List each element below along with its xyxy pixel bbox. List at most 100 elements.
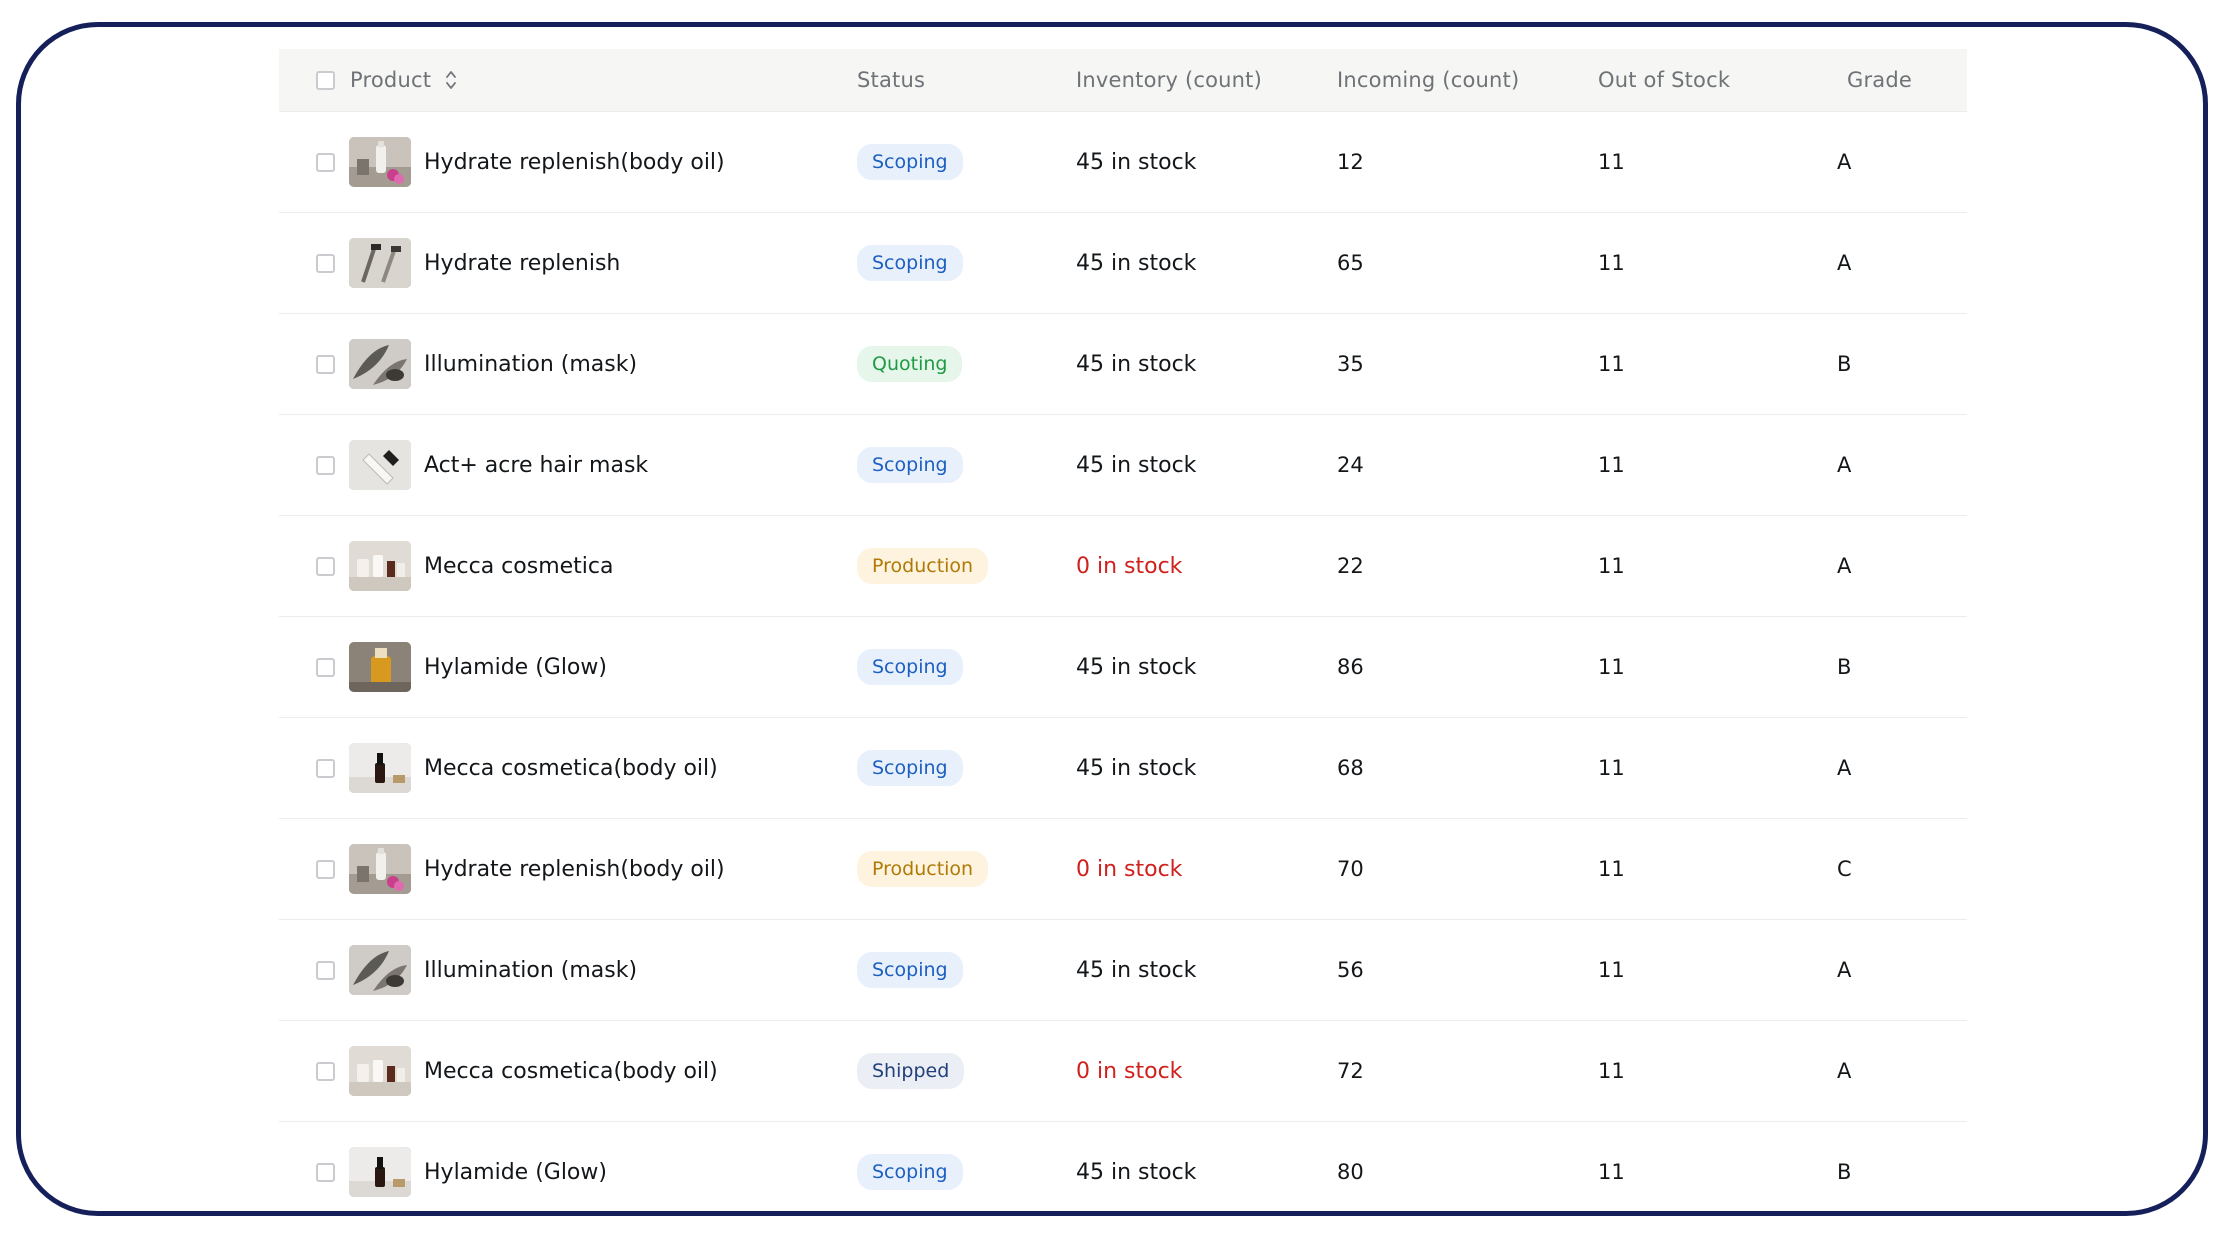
status-cell: Scoping — [857, 112, 963, 212]
row-checkbox[interactable] — [316, 859, 335, 879]
table-row[interactable]: Hylamide (Glow) Scoping 45 in stock 80 1… — [279, 1122, 1967, 1211]
product-thumbnail-cell — [349, 112, 411, 212]
out-of-stock-value: 11 — [1598, 150, 1625, 174]
row-select-cell — [316, 1122, 335, 1211]
column-product-label: Product — [350, 68, 432, 92]
inventory-value: 45 in stock — [1076, 351, 1197, 377]
incoming-value: 72 — [1337, 1059, 1364, 1083]
product-name[interactable]: Mecca cosmetica — [424, 553, 614, 579]
column-incoming[interactable]: Incoming (count) — [1337, 68, 1520, 92]
table-row[interactable]: Illumination (mask) Scoping 45 in stock … — [279, 920, 1967, 1021]
product-name[interactable]: Hydrate replenish — [424, 250, 621, 276]
table-row[interactable]: Hydrate replenish(body oil) Scoping 45 i… — [279, 112, 1967, 213]
row-checkbox[interactable] — [316, 1162, 335, 1182]
incoming-value: 12 — [1337, 150, 1364, 174]
status-cell: Production — [857, 516, 989, 616]
status-badge: Scoping — [857, 245, 963, 281]
inventory-value: 45 in stock — [1076, 957, 1197, 983]
incoming-value: 70 — [1337, 857, 1364, 881]
incoming-value: 68 — [1337, 756, 1364, 780]
product-thumbnail-cell — [349, 819, 411, 919]
status-cell: Shipped — [857, 1021, 965, 1121]
grade-value: A — [1837, 958, 1852, 982]
product-name[interactable]: Hydrate replenish(body oil) — [424, 856, 725, 882]
row-checkbox[interactable] — [316, 1061, 335, 1081]
table-row[interactable]: Mecca cosmetica(body oil) Scoping 45 in … — [279, 718, 1967, 819]
out-of-stock-value: 11 — [1598, 554, 1625, 578]
row-select-cell — [316, 1021, 335, 1121]
status-badge: Scoping — [857, 1154, 963, 1190]
status-badge: Production — [857, 548, 989, 584]
grade-value: B — [1837, 352, 1852, 376]
table-row[interactable]: Act+ acre hair mask Scoping 45 in stock … — [279, 415, 1967, 516]
status-cell: Production — [857, 819, 989, 919]
product-name[interactable]: Act+ acre hair mask — [424, 452, 649, 478]
table-row[interactable]: Hylamide (Glow) Scoping 45 in stock 86 1… — [279, 617, 1967, 718]
row-select-cell — [316, 112, 335, 212]
out-of-stock-value: 11 — [1598, 655, 1625, 679]
product-table: Product Status Inventory (count) Incomin… — [279, 49, 1967, 1211]
out-of-stock-value: 11 — [1598, 352, 1625, 376]
product-thumbnail — [349, 844, 411, 894]
row-select-cell — [316, 718, 335, 818]
product-thumbnail-cell — [349, 415, 411, 515]
sort-icon[interactable] — [445, 69, 457, 91]
table-row[interactable]: Hydrate replenish Scoping 45 in stock 65… — [279, 213, 1967, 314]
table-row[interactable]: Illumination (mask) Quoting 45 in stock … — [279, 314, 1967, 415]
inventory-value: 45 in stock — [1076, 149, 1197, 175]
column-inventory[interactable]: Inventory (count) — [1076, 68, 1263, 92]
table-row[interactable]: Mecca cosmetica Production 0 in stock 22… — [279, 516, 1967, 617]
status-cell: Scoping — [857, 1122, 963, 1211]
status-cell: Scoping — [857, 920, 963, 1020]
app-frame: Product Status Inventory (count) Incomin… — [16, 22, 2208, 1216]
product-thumbnail — [349, 945, 411, 995]
inventory-value: 45 in stock — [1076, 1159, 1197, 1185]
out-of-stock-value: 11 — [1598, 958, 1625, 982]
status-cell: Scoping — [857, 617, 963, 717]
select-all-checkbox[interactable] — [316, 70, 335, 90]
product-thumbnail — [349, 541, 411, 591]
product-name[interactable]: Hylamide (Glow) — [424, 1159, 607, 1185]
row-checkbox[interactable] — [316, 657, 335, 677]
incoming-value: 80 — [1337, 1160, 1364, 1184]
product-name[interactable]: Mecca cosmetica(body oil) — [424, 1058, 718, 1084]
column-out-of-stock[interactable]: Out of Stock — [1598, 68, 1731, 92]
product-thumbnail — [349, 1046, 411, 1096]
status-cell: Scoping — [857, 213, 963, 313]
row-checkbox[interactable] — [316, 556, 335, 576]
column-product[interactable]: Product — [350, 49, 457, 111]
product-name[interactable]: Illumination (mask) — [424, 957, 638, 983]
out-of-stock-value: 11 — [1598, 251, 1625, 275]
product-name[interactable]: Mecca cosmetica(body oil) — [424, 755, 718, 781]
product-thumbnail-cell — [349, 617, 411, 717]
row-checkbox[interactable] — [316, 758, 335, 778]
column-grade[interactable]: Grade — [1847, 68, 1913, 92]
row-checkbox[interactable] — [316, 455, 335, 475]
row-select-cell — [316, 314, 335, 414]
out-of-stock-value: 11 — [1598, 756, 1625, 780]
row-select-cell — [316, 516, 335, 616]
inventory-value: 45 in stock — [1076, 755, 1197, 781]
table-header: Product Status Inventory (count) Incomin… — [279, 49, 1967, 112]
row-checkbox[interactable] — [316, 960, 335, 980]
column-status[interactable]: Status — [857, 68, 926, 92]
product-thumbnail — [349, 440, 411, 490]
product-name[interactable]: Hylamide (Glow) — [424, 654, 607, 680]
status-cell: Scoping — [857, 718, 963, 818]
product-thumbnail-cell — [349, 314, 411, 414]
inventory-value: 0 in stock — [1076, 553, 1183, 579]
table-row[interactable]: Hydrate replenish(body oil) Production 0… — [279, 819, 1967, 920]
incoming-value: 35 — [1337, 352, 1364, 376]
row-checkbox[interactable] — [316, 354, 335, 374]
incoming-value: 86 — [1337, 655, 1364, 679]
row-checkbox[interactable] — [316, 152, 335, 172]
product-name[interactable]: Hydrate replenish(body oil) — [424, 149, 725, 175]
out-of-stock-value: 11 — [1598, 1059, 1625, 1083]
row-checkbox[interactable] — [316, 253, 335, 273]
product-thumbnail — [349, 137, 411, 187]
inventory-value: 45 in stock — [1076, 654, 1197, 680]
grade-value: A — [1837, 150, 1852, 174]
status-badge: Scoping — [857, 144, 963, 180]
table-row[interactable]: Mecca cosmetica(body oil) Shipped 0 in s… — [279, 1021, 1967, 1122]
product-name[interactable]: Illumination (mask) — [424, 351, 638, 377]
